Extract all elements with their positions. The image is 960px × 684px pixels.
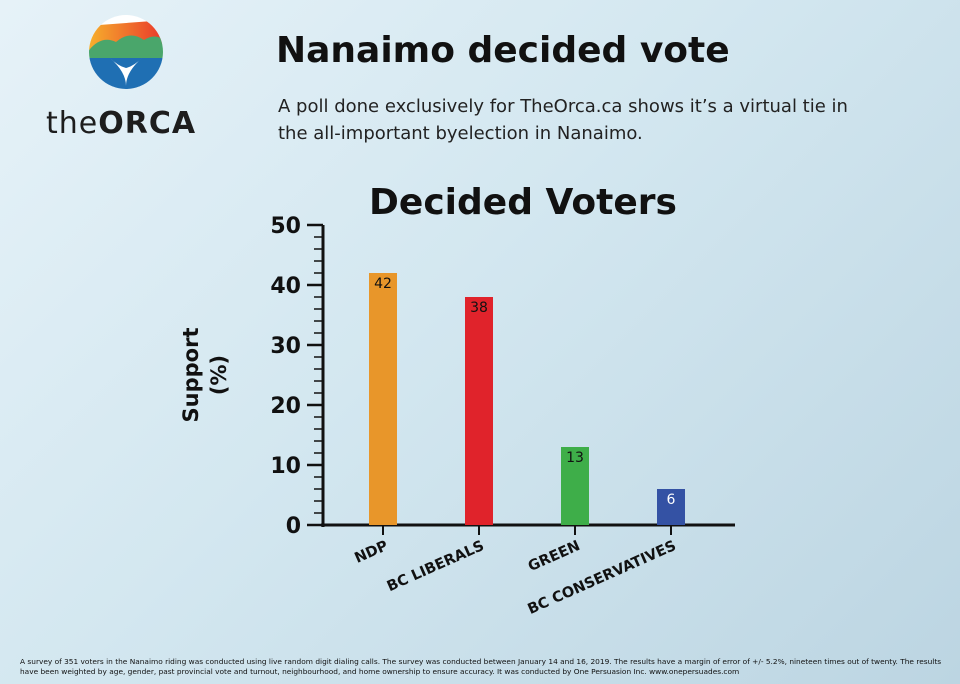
y-tick-label: 30 [270,334,301,359]
survey-footnote: A survey of 351 voters in the Nanaimo ri… [20,657,942,676]
y-tick-label: 0 [286,514,301,539]
x-tick-label: BC LIBERALS [385,538,487,595]
bar [561,447,589,525]
chart-title: Decided Voters [369,182,677,223]
bar [369,273,397,525]
data-label: 42 [374,276,392,292]
y-axis-label: Support (%) [179,328,231,423]
brand-name-bold: ORCA [98,106,197,141]
y-tick-label: 10 [270,454,301,479]
y-axis-label-line1: Support [179,328,203,423]
bar [465,297,493,525]
page-subtitle: A poll done exclusively for TheOrca.ca s… [278,96,848,144]
y-tick-label: 50 [270,214,301,239]
x-tick-label: NDP [352,538,391,567]
y-tick-label: 40 [270,274,301,299]
x-tick-label: GREEN [526,538,583,575]
data-label: 6 [667,492,676,508]
bar-chart: Decided Voters Support (%) 0 10 20 30 40 50 42… [179,182,735,618]
y-axis-label-line2: (%) [207,355,231,395]
data-label: 13 [566,450,584,466]
bar [657,489,685,525]
data-label: 38 [470,300,488,316]
brand-name-thin: the [46,106,99,141]
brand-wordmark: theORCA [46,106,196,141]
page-title: Nanaimo decided vote [276,30,730,71]
y-tick-label: 20 [270,394,301,419]
orca-logo-icon [89,15,163,89]
